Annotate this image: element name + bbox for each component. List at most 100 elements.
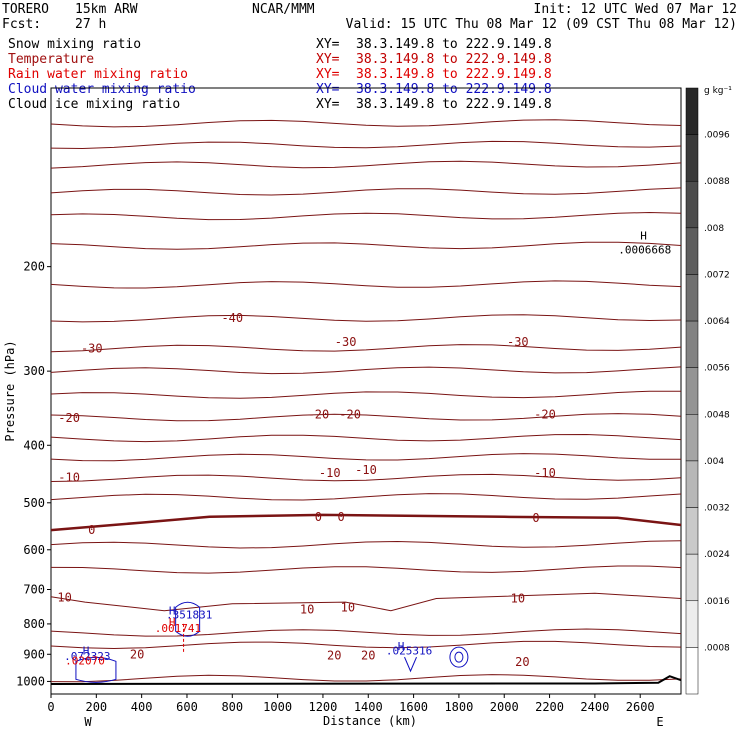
y-tick-label: 600 [23, 543, 45, 557]
x-tick-label: 2200 [535, 700, 564, 714]
x-tick-label: 800 [221, 700, 243, 714]
field-range: 38.3.149.8 to 222.9.149.8 [356, 37, 552, 52]
x-tick-label: 1600 [399, 700, 428, 714]
temperature-label: 20 [361, 649, 375, 663]
colorbar-bin [685, 180, 699, 229]
west-label: W [84, 715, 92, 729]
max-marker: H [640, 229, 647, 242]
max-marker: H [398, 640, 405, 653]
field-range: 38.3.149.8 to 222.9.149.8 [356, 52, 552, 67]
x-tick-label: 400 [131, 700, 153, 714]
field-xy: XY= [316, 52, 340, 67]
colorbar-bin [685, 274, 699, 322]
max-value: .351831 [166, 609, 212, 622]
temperature-label: -10 [319, 466, 341, 480]
y-tick-label: 500 [23, 496, 45, 510]
isotherm-layer [50, 119, 682, 685]
field-range: 38.3.149.8 to 222.9.149.8 [356, 82, 552, 97]
temperature-label: 10 [57, 590, 71, 604]
temperature-label: -20 [58, 411, 80, 425]
max-value: .0006668 [618, 243, 671, 256]
x-tick-label: 1000 [263, 700, 292, 714]
y-tick-label: 900 [23, 647, 45, 661]
colorbar-bin [685, 414, 699, 462]
isotherm-line [50, 211, 682, 221]
field-range: 38.3.149.8 to 222.9.149.8 [356, 67, 552, 82]
hydrometeor-layer [75, 601, 469, 683]
temperature-label: -20 [534, 408, 556, 422]
cloud-water-contour [175, 601, 201, 637]
x-tick-label: 0 [47, 700, 54, 714]
colorbar-bin [685, 367, 699, 415]
temperature-label-layer: -40 -30 -30 -30 -20 -20 -20 -20 -10 -10 -10 -10 0 0 0 0… [57, 311, 556, 669]
x-tick-label: 1800 [444, 700, 473, 714]
field-name: Cloud water mixing ratio [8, 82, 196, 97]
colorbar-bin [685, 134, 699, 182]
isotherm-line [50, 187, 682, 196]
colorbar-label: .0064 [704, 317, 730, 327]
colorbar: .0096 .0088 .008 .0072 .0064 .0056 .0048 .004 .0… [685, 87, 730, 695]
temperature-label: -10 [58, 470, 80, 484]
isotherm-line [50, 453, 682, 462]
temperature-label: 20 [327, 649, 341, 663]
colorbar-label: .0008 [704, 643, 730, 653]
x-axis-label: Distance (km) [323, 714, 417, 728]
y-tick-label: 1000 [16, 674, 45, 688]
colorbar-bin [685, 320, 699, 368]
temperature-label: 20 [130, 647, 144, 661]
forecast-hours: 27 h [75, 17, 106, 32]
x-tick-label: 2600 [626, 700, 655, 714]
max-marker: H [83, 644, 90, 657]
field-range: 38.3.149.8 to 222.9.149.8 [356, 97, 552, 112]
temperature-label: -30 [335, 335, 357, 349]
colorbar-label: .0048 [704, 410, 730, 420]
colorbar-unit: g kg⁻¹ [704, 86, 732, 96]
x-tick-label: 1200 [308, 700, 337, 714]
model-resolution: 15km ARW [75, 2, 138, 17]
colorbar-label: .0016 [704, 597, 730, 607]
cloud-water-contour [75, 656, 117, 683]
field-name: Temperature [8, 52, 94, 67]
x-tick-label: 2400 [580, 700, 609, 714]
isotherm-0 [50, 513, 682, 532]
temperature-label: 0 [337, 510, 344, 524]
y-tick-label: 300 [23, 364, 45, 378]
isotherm-line [50, 628, 682, 637]
temperature-label: 0 [315, 510, 322, 524]
isotherm-line [50, 565, 682, 574]
isotherm-line [50, 413, 682, 422]
field-xy: XY= [316, 82, 340, 97]
y-tick-label: 700 [23, 583, 45, 597]
cloud-water-contour [404, 656, 417, 673]
isotherm-line [50, 119, 682, 128]
field-xy: XY= [316, 67, 340, 82]
colorbar-bin [685, 553, 699, 602]
temperature-label: -20 [339, 408, 361, 422]
temperature-label: -10 [355, 463, 377, 477]
forecast-label: Fcst: [2, 17, 41, 32]
temperature-label: -30 [81, 342, 103, 356]
y-tick-label: 400 [23, 438, 45, 452]
x-tick-label: 600 [176, 700, 198, 714]
temperature-label: 10 [300, 603, 314, 617]
terrain-line [50, 675, 682, 685]
temperature-label: -40 [221, 311, 243, 325]
model-name: TORERO [2, 2, 49, 17]
cloud-water-contour [449, 646, 469, 668]
temperature-label: 0 [88, 523, 95, 537]
max-value: .072323 [64, 650, 110, 663]
temperature-label: 10 [341, 600, 355, 614]
temperature-label: -30 [507, 335, 529, 349]
colorbar-label: .0024 [704, 550, 730, 560]
isotherm-line [50, 366, 682, 375]
x-tick-label: 200 [85, 700, 107, 714]
max-value: .001741 [155, 622, 201, 635]
field-name: Rain water mixing ratio [8, 67, 188, 82]
x-axis: 0 200 400 600 800 1000 1200 1400 1600 1800 2000 220… [47, 694, 655, 714]
y-axis-label: Pressure (hPa) [3, 340, 17, 441]
colorbar-bin [685, 87, 699, 135]
colorbar-label: .0032 [704, 504, 730, 514]
isotherm-line [50, 640, 682, 650]
isotherm-line [50, 344, 682, 353]
